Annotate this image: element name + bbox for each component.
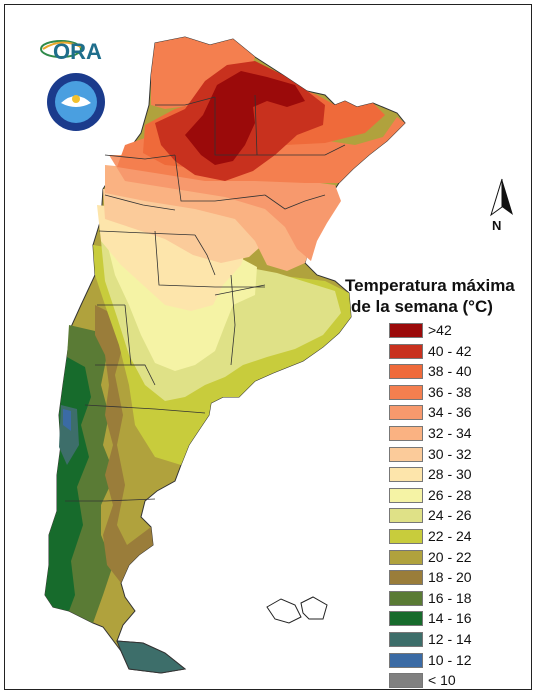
legend-swatch	[389, 467, 423, 483]
legend-swatch	[389, 508, 423, 524]
legend-label: < 10	[428, 672, 456, 689]
temperature-map	[44, 36, 406, 674]
legend-label: 14 - 16	[428, 610, 472, 627]
ora-logo-text: ORA	[53, 39, 102, 64]
legend-swatch	[389, 425, 423, 441]
province-borders	[65, 94, 346, 502]
zone-10-12	[63, 409, 71, 431]
legend-swatch	[389, 528, 423, 544]
zone-18-20	[95, 305, 153, 583]
legend-label: 24 - 26	[428, 507, 472, 524]
ora-logo: ORA	[39, 33, 109, 67]
legend-label: >42	[428, 322, 452, 338]
legend-swatch	[389, 590, 423, 606]
zone-14-16	[45, 357, 91, 611]
north-arrow-icon	[485, 177, 519, 237]
legend-label: 10 - 12	[428, 651, 472, 668]
map-frame: ORA N Temperatura máxima de la semana (°…	[4, 4, 532, 690]
legend-swatch	[389, 405, 423, 421]
legend-swatch	[389, 631, 423, 647]
legend-label: 16 - 18	[428, 589, 472, 606]
legend-swatch	[389, 611, 423, 627]
legend-title-line2: de la semana (°C)	[351, 297, 493, 316]
smn-logo	[45, 71, 107, 133]
legend-label: 28 - 30	[428, 466, 472, 483]
legend-swatch	[389, 673, 423, 689]
legend-swatch	[389, 343, 423, 359]
legend-label: 32 - 34	[428, 424, 472, 441]
zone-tierra-del-fuego	[116, 640, 187, 674]
legend-swatch	[389, 323, 423, 338]
legend-label: 12 - 14	[428, 630, 472, 647]
legend-swatch	[389, 487, 423, 503]
legend-swatch	[389, 384, 423, 400]
north-arrow-label: N	[492, 218, 502, 233]
legend-label: 30 - 32	[428, 445, 472, 462]
legend-label: 26 - 28	[428, 486, 472, 503]
malvinas-islands	[266, 596, 328, 624]
legend-swatch	[389, 549, 423, 565]
legend-label: 18 - 20	[428, 569, 472, 586]
legend-label: 22 - 24	[428, 527, 472, 544]
legend-title-line1: Temperatura máxima	[345, 276, 515, 295]
legend-swatch	[389, 652, 423, 668]
legend-label: 40 - 42	[428, 342, 472, 359]
legend-label: 20 - 22	[428, 548, 472, 565]
legend-title: Temperatura máxima de la semana (°C)	[345, 275, 535, 317]
legend-swatch	[389, 446, 423, 462]
legend-label: 36 - 38	[428, 383, 472, 400]
legend-label: 38 - 40	[428, 363, 472, 380]
legend-swatch	[389, 364, 423, 380]
legend-swatch	[389, 570, 423, 586]
legend-label: 34 - 36	[428, 404, 472, 421]
